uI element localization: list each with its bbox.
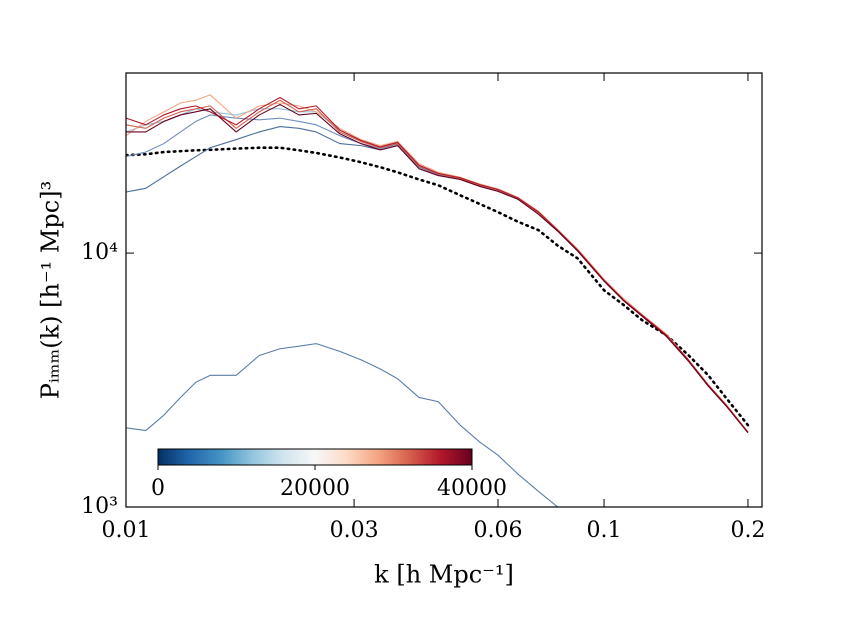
axes-frame bbox=[125, 72, 763, 508]
plot-area bbox=[126, 94, 750, 507]
series-line bbox=[126, 99, 749, 433]
y-tick-label: 10³ bbox=[81, 494, 118, 519]
colorbar-tick-label: 20000 bbox=[280, 476, 350, 501]
y-tick-label: 10⁴ bbox=[81, 240, 118, 265]
reference-line bbox=[126, 146, 750, 427]
y-axis-label: Pᵢₘₘ(k) [h⁻¹ Mpc]³ bbox=[37, 181, 65, 399]
colorbar bbox=[157, 448, 473, 466]
x-tick-label: 0.06 bbox=[474, 518, 523, 543]
series-line bbox=[126, 108, 749, 433]
x-tick-label: 0.1 bbox=[587, 518, 622, 543]
series-line bbox=[126, 114, 749, 433]
colorbar-tick-label: 40000 bbox=[437, 476, 507, 501]
colorbar-tick-label: 0 bbox=[151, 476, 165, 501]
series-line bbox=[126, 343, 559, 507]
series-line bbox=[126, 103, 749, 434]
x-tick-label: 0.03 bbox=[330, 518, 379, 543]
x-tick-label: 0.2 bbox=[730, 518, 765, 543]
series-line bbox=[126, 94, 749, 433]
x-tick-label: 0.01 bbox=[102, 518, 151, 543]
series-line bbox=[126, 96, 749, 433]
x-axis-label: k [h Mpc⁻¹] bbox=[374, 561, 514, 589]
